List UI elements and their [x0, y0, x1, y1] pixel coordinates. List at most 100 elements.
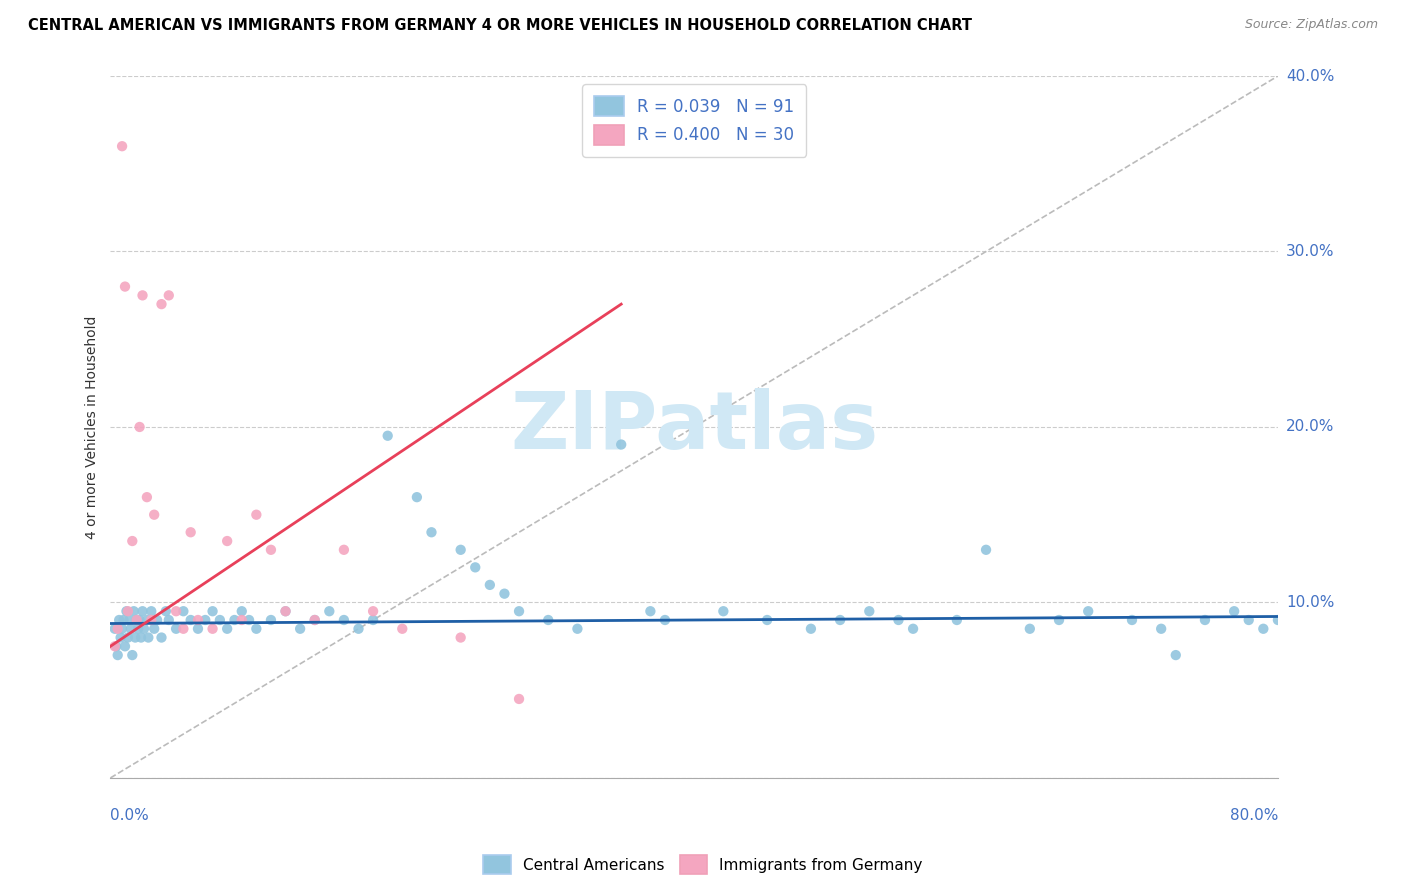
Point [135, 490, 157, 504]
Point [858, 604, 880, 618]
Point [1237, 613, 1260, 627]
Point [508, 604, 530, 618]
Point [901, 622, 924, 636]
Text: Source: ZipAtlas.com: Source: ZipAtlas.com [1244, 18, 1378, 31]
Text: 30.0%: 30.0% [1286, 244, 1334, 259]
Y-axis label: 4 or more Vehicles in Household: 4 or more Vehicles in Household [86, 315, 100, 539]
Point [245, 508, 267, 522]
Point [1267, 613, 1289, 627]
Point [104, 622, 127, 636]
Point [1253, 622, 1275, 636]
Point [260, 613, 283, 627]
Point [111, 622, 134, 636]
Text: 40.0%: 40.0% [1286, 69, 1334, 84]
Point [180, 525, 202, 540]
Point [201, 604, 224, 618]
Point [125, 613, 148, 627]
Point [361, 613, 384, 627]
Point [114, 279, 136, 293]
Text: 20.0%: 20.0% [1286, 419, 1334, 434]
Point [420, 525, 443, 540]
Point [318, 604, 340, 618]
Point [127, 622, 149, 636]
Point [304, 613, 326, 627]
Point [304, 613, 326, 627]
Point [238, 613, 260, 627]
Point [187, 613, 209, 627]
Point [494, 587, 516, 601]
Point [108, 613, 131, 627]
Point [640, 604, 662, 618]
Point [1121, 613, 1143, 627]
Point [121, 534, 143, 549]
Point [1077, 604, 1099, 618]
Point [112, 613, 135, 627]
Point [172, 604, 194, 618]
Point [107, 648, 129, 662]
Point [122, 604, 145, 618]
Point [946, 613, 969, 627]
Point [115, 604, 138, 618]
Point [1384, 613, 1406, 627]
Point [180, 613, 202, 627]
Point [131, 288, 153, 302]
Text: 0.0%: 0.0% [111, 808, 149, 823]
Point [974, 542, 997, 557]
Point [146, 613, 169, 627]
Point [756, 613, 779, 627]
Point [118, 613, 141, 627]
Text: CENTRAL AMERICAN VS IMMIGRANTS FROM GERMANY 4 OR MORE VEHICLES IN HOUSEHOLD CORR: CENTRAL AMERICAN VS IMMIGRANTS FROM GERM… [28, 18, 972, 33]
Point [201, 622, 224, 636]
Point [104, 640, 127, 654]
Point [172, 622, 194, 636]
Point [231, 613, 253, 627]
Point [274, 604, 297, 618]
Point [711, 604, 734, 618]
Point [830, 613, 852, 627]
Point [141, 613, 163, 627]
Point [450, 542, 472, 557]
Point [143, 508, 166, 522]
Point [333, 542, 356, 557]
Point [155, 604, 177, 618]
Text: 80.0%: 80.0% [1230, 808, 1278, 823]
Point [260, 542, 283, 557]
Point [887, 613, 910, 627]
Point [165, 622, 187, 636]
Point [1340, 613, 1362, 627]
Point [217, 534, 239, 549]
Point [377, 429, 399, 443]
Point [1047, 613, 1070, 627]
Point [1310, 604, 1333, 618]
Point [117, 631, 139, 645]
Point [129, 631, 152, 645]
Point [131, 604, 153, 618]
Point [143, 622, 166, 636]
Point [288, 622, 311, 636]
Point [150, 297, 173, 311]
Point [187, 622, 209, 636]
Point [610, 437, 633, 451]
Point [231, 604, 253, 618]
Point [157, 613, 180, 627]
Legend: Central Americans, Immigrants from Germany: Central Americans, Immigrants from Germa… [477, 849, 929, 880]
Point [150, 631, 173, 645]
Point [450, 631, 472, 645]
Text: ZIPatlas: ZIPatlas [510, 388, 879, 466]
Point [208, 613, 231, 627]
Point [157, 288, 180, 302]
Point [121, 648, 143, 662]
Point [1150, 622, 1173, 636]
Legend: R = 0.039   N = 91, R = 0.400   N = 30: R = 0.039 N = 91, R = 0.400 N = 30 [582, 85, 806, 157]
Point [361, 604, 384, 618]
Point [333, 613, 356, 627]
Point [114, 640, 136, 654]
Point [464, 560, 486, 574]
Point [111, 139, 134, 153]
Point [128, 420, 150, 434]
Point [274, 604, 297, 618]
Point [1369, 622, 1392, 636]
Point [105, 640, 128, 654]
Point [567, 622, 589, 636]
Point [107, 622, 129, 636]
